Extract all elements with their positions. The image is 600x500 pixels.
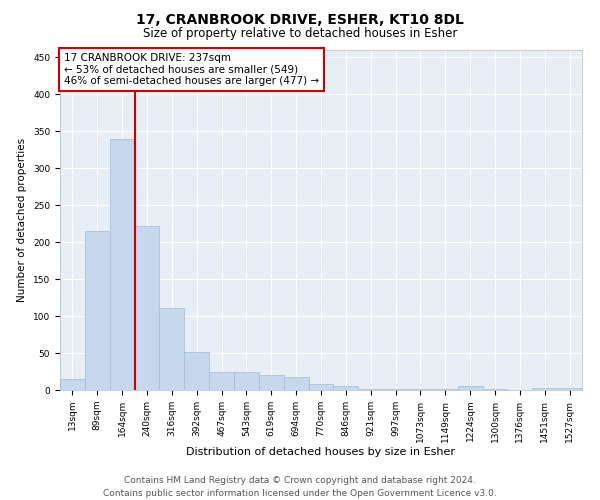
Bar — [284, 376, 308, 390]
Text: Contains HM Land Registry data © Crown copyright and database right 2024.
Contai: Contains HM Land Registry data © Crown c… — [103, 476, 497, 498]
Text: 17, CRANBROOK DRIVE, ESHER, KT10 8DL: 17, CRANBROOK DRIVE, ESHER, KT10 8DL — [136, 12, 464, 26]
Y-axis label: Number of detached properties: Number of detached properties — [17, 138, 28, 302]
Bar — [557, 388, 582, 390]
Bar — [60, 379, 85, 390]
Bar — [209, 372, 234, 390]
Bar — [234, 372, 259, 390]
Bar — [532, 388, 557, 390]
Text: Size of property relative to detached houses in Esher: Size of property relative to detached ho… — [143, 28, 457, 40]
Bar — [134, 226, 160, 390]
Bar — [458, 386, 482, 390]
Bar — [85, 231, 110, 390]
Bar — [259, 375, 284, 390]
Bar — [334, 386, 358, 390]
X-axis label: Distribution of detached houses by size in Esher: Distribution of detached houses by size … — [187, 448, 455, 458]
Text: 17 CRANBROOK DRIVE: 237sqm
← 53% of detached houses are smaller (549)
46% of sem: 17 CRANBROOK DRIVE: 237sqm ← 53% of deta… — [64, 53, 319, 86]
Bar — [110, 138, 134, 390]
Bar — [308, 384, 334, 390]
Bar — [160, 308, 184, 390]
Bar — [184, 352, 209, 390]
